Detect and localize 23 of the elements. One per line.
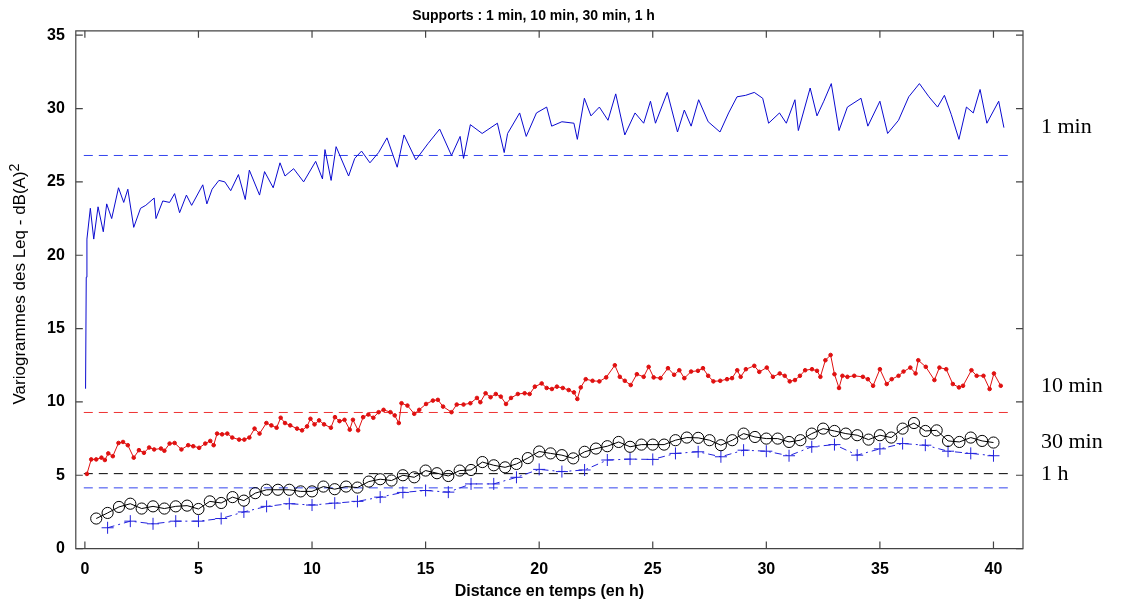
y-tick-label: 30 xyxy=(47,98,65,116)
y-tick-label: 25 xyxy=(47,172,65,190)
x-tick-label: 35 xyxy=(871,559,889,577)
y-tick-label: 5 xyxy=(55,465,65,483)
y-tick-label: 20 xyxy=(47,245,65,263)
y-tick-label: 10 xyxy=(47,392,65,410)
y-tick-label: 0 xyxy=(55,539,65,557)
series-label: 10 min xyxy=(1041,371,1103,397)
chart-title: Supports : 1 min, 10 min, 30 min, 1 h xyxy=(412,7,655,24)
x-tick-label: 15 xyxy=(416,559,435,577)
x-tick-label: 40 xyxy=(984,559,1003,577)
series-label: 1 min xyxy=(1041,113,1092,139)
x-tick-label: 30 xyxy=(757,559,776,577)
series-label: 30 min xyxy=(1041,428,1103,454)
x-tick-label: 0 xyxy=(80,559,90,577)
x-tick-label: 25 xyxy=(643,559,662,577)
x-tick-label: 10 xyxy=(303,559,322,577)
x-axis-title: Distance en temps (en h) xyxy=(454,581,645,599)
series-label: 1 h xyxy=(1041,460,1069,486)
x-tick-label: 5 xyxy=(194,559,203,577)
y-tick-label: 15 xyxy=(47,318,65,336)
x-tick-label: 20 xyxy=(530,559,549,577)
y-tick-label: 35 xyxy=(47,25,65,43)
